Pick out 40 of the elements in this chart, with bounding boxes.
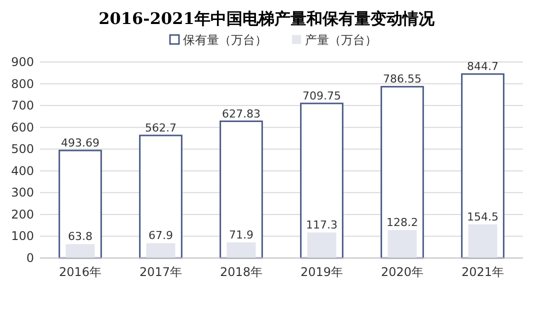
x-tick-label: 2019年	[300, 265, 344, 279]
data-label: 117.3	[306, 218, 338, 232]
x-tick-label: 2017年	[139, 265, 182, 279]
data-label: 128.2	[386, 216, 418, 230]
bar	[146, 243, 176, 258]
data-label: 562.7	[145, 121, 176, 134]
data-label: 627.83	[222, 107, 260, 120]
y-tick-label: 300	[11, 186, 34, 200]
data-label: 71.9	[229, 228, 254, 242]
bar	[66, 244, 95, 258]
bar	[388, 230, 417, 258]
data-label: 493.69	[61, 136, 100, 150]
x-tick-label: 2018年	[220, 265, 263, 279]
bar	[226, 242, 256, 258]
x-tick-label: 2020年	[380, 265, 424, 279]
y-tick-label: 700	[11, 98, 34, 113]
y-tick-label: 200	[11, 207, 34, 222]
data-label: 67.9	[148, 229, 173, 242]
y-tick-label: 900	[11, 55, 34, 69]
data-label: 709.75	[302, 89, 341, 102]
y-tick-label: 0	[26, 251, 34, 265]
data-label: 844.7	[467, 60, 498, 74]
chart-title: 2016-2021年中国电梯产量和保有量变动情况	[98, 9, 436, 28]
x-tick-label: 2021年	[461, 265, 504, 279]
y-tick-label: 800	[11, 76, 34, 91]
legend-label: 保有量（万台）	[183, 33, 267, 47]
x-tick-label: 2016年	[58, 265, 102, 279]
data-label: 154.5	[467, 210, 498, 224]
legend-label: 产量（万台）	[305, 33, 377, 47]
y-tick-label: 100	[11, 229, 34, 244]
bar	[220, 120, 263, 259]
bar	[139, 134, 182, 259]
bar	[468, 224, 498, 258]
y-tick-label: 500	[11, 142, 34, 156]
y-tick-label: 400	[11, 164, 34, 178]
bar	[58, 150, 102, 259]
data-label: 63.8	[68, 230, 92, 244]
y-tick-label: 600	[11, 120, 34, 134]
bar	[307, 232, 336, 258]
data-label: 786.55	[383, 72, 422, 86]
